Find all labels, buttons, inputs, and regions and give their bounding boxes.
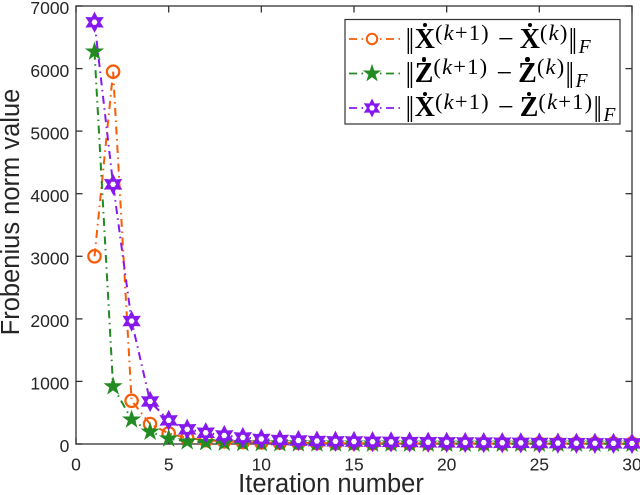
svg-text:0: 0 [71,455,81,475]
svg-text:1000: 1000 [30,374,69,394]
svg-text:20: 20 [437,455,457,475]
svg-text:10: 10 [252,455,272,475]
svg-text:5000: 5000 [30,123,69,143]
svg-text:2000: 2000 [30,311,69,331]
svg-text:Frobenius norm value: Frobenius norm value [0,89,25,336]
svg-text:4000: 4000 [30,186,69,206]
svg-text:15: 15 [344,455,363,475]
svg-text:0: 0 [60,436,70,456]
svg-text:3000: 3000 [30,249,69,269]
svg-text:Iteration number: Iteration number [238,470,424,495]
svg-text:5: 5 [164,455,174,475]
svg-text:25: 25 [530,455,549,475]
svg-text:6000: 6000 [30,61,69,81]
svg-text:30: 30 [622,455,640,475]
svg-text:7000: 7000 [30,0,69,18]
